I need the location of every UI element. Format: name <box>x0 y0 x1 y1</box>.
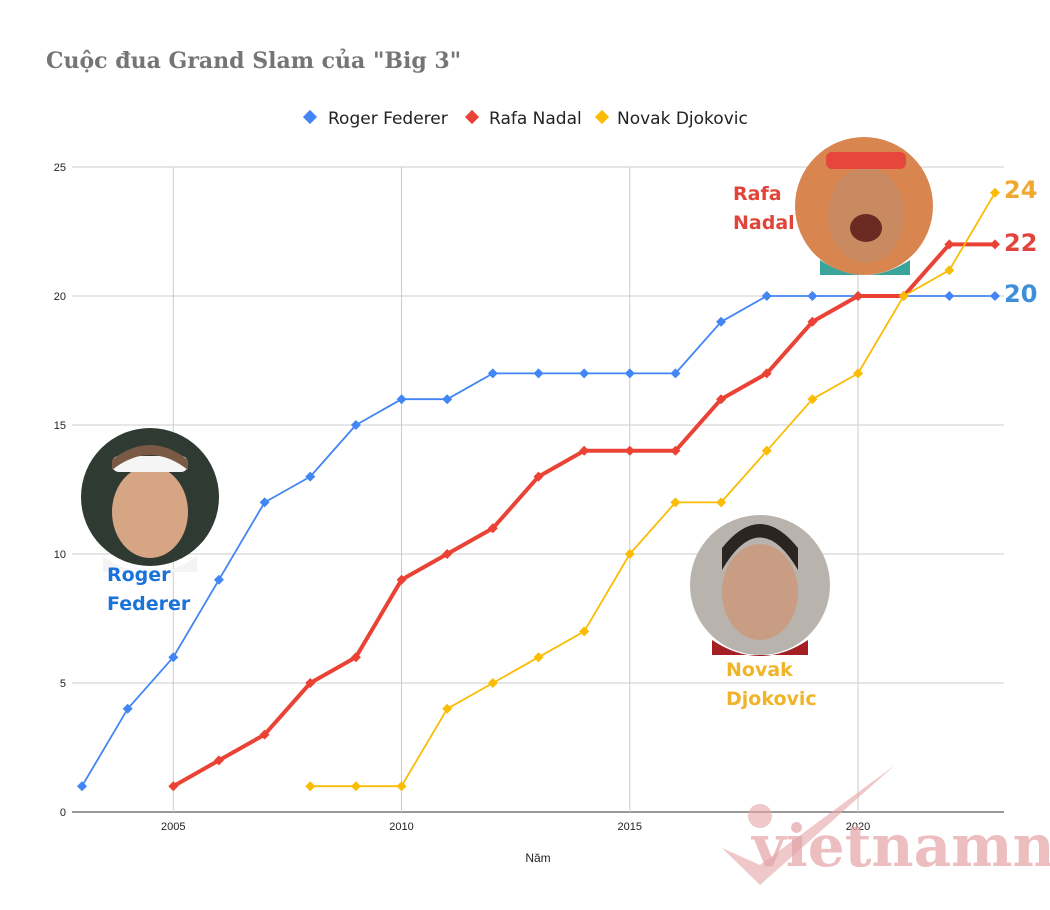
point-rafa-nadal-2019 <box>807 316 818 327</box>
y-tick-label-15: 15 <box>54 420 66 432</box>
point-roger-federer-2010 <box>396 394 407 405</box>
federer-name-line2: Federer <box>107 593 191 615</box>
watermark-logo: vietnamnet <box>722 765 1050 885</box>
x-tick-label-2010: 2010 <box>389 821 413 833</box>
end-label-federer: 20 <box>1004 280 1037 308</box>
point-rafa-nadal-2017 <box>716 394 727 405</box>
point-rafa-nadal-2013 <box>533 471 544 482</box>
point-roger-federer-2004 <box>122 703 133 714</box>
point-roger-federer-2003 <box>77 781 87 792</box>
legend-label-djokovic: Novak Djokovic <box>617 109 748 129</box>
y-tick-label-25: 25 <box>54 162 66 174</box>
point-novak-djokovic-2019 <box>807 394 818 405</box>
point-roger-federer-2015 <box>624 368 635 379</box>
point-roger-federer-2012 <box>487 368 498 379</box>
point-novak-djokovic-2009 <box>350 781 361 792</box>
series <box>77 187 1000 792</box>
watermark-dot <box>748 804 772 828</box>
point-roger-federer-2016 <box>670 368 681 379</box>
djokovic-name-line2: Djokovic <box>726 688 817 710</box>
point-rafa-nadal-2006 <box>213 755 224 766</box>
y-tick-label-5: 5 <box>60 678 66 690</box>
grid <box>72 166 1004 813</box>
point-rafa-nadal-2005 <box>168 781 179 792</box>
legend-label-federer: Roger Federer <box>328 109 448 129</box>
point-rafa-nadal-2011 <box>442 549 453 559</box>
legend-label-nadal: Rafa Nadal <box>489 109 582 129</box>
point-roger-federer-2011 <box>442 394 453 405</box>
point-roger-federer-2022 <box>944 291 955 301</box>
point-rafa-nadal-2010 <box>396 574 407 585</box>
watermark-text: vietnamnet <box>750 812 1050 880</box>
end-label-nadal: 22 <box>1004 229 1037 257</box>
nadal-name-line2: Nadal <box>733 212 795 234</box>
point-novak-djokovic-2016 <box>670 497 681 508</box>
point-rafa-nadal-2008 <box>305 678 316 688</box>
point-rafa-nadal-2016 <box>670 445 681 456</box>
x-axis-title: Năm <box>525 851 550 865</box>
nadal-portrait <box>795 137 933 275</box>
point-roger-federer-2019 <box>807 291 818 301</box>
point-novak-djokovic-2011 <box>442 703 453 714</box>
point-roger-federer-2023 <box>990 291 1000 301</box>
point-rafa-nadal-2018 <box>761 368 772 379</box>
point-rafa-nadal-2023 <box>990 239 1000 250</box>
federer-name-line1: Roger <box>107 564 171 586</box>
point-roger-federer-2014 <box>579 368 590 379</box>
djokovic-name-line1: Novak <box>726 659 793 681</box>
legend-marker-djokovic <box>594 109 610 125</box>
legend-marker-federer <box>302 109 318 125</box>
x-tick-label-2015: 2015 <box>618 821 642 833</box>
point-roger-federer-2008 <box>305 471 316 482</box>
axis-ticks: 0 5 10 15 20 25 2005 2010 2015 2020 <box>54 162 871 833</box>
y-tick-label-20: 20 <box>54 291 66 303</box>
point-novak-djokovic-2018 <box>761 445 772 456</box>
point-rafa-nadal-2007 <box>259 729 270 740</box>
point-rafa-nadal-2009 <box>350 652 361 663</box>
point-rafa-nadal-2020 <box>853 291 864 301</box>
x-tick-label-2005: 2005 <box>161 821 185 833</box>
point-novak-djokovic-2008 <box>305 781 316 792</box>
point-novak-djokovic-2022 <box>944 265 955 276</box>
point-rafa-nadal-2015 <box>624 445 635 456</box>
point-roger-federer-2017 <box>716 316 727 327</box>
point-roger-federer-2009 <box>350 420 361 430</box>
point-novak-djokovic-2021 <box>898 291 909 301</box>
y-tick-label-10: 10 <box>54 549 66 561</box>
point-roger-federer-2006 <box>213 574 224 585</box>
point-rafa-nadal-2014 <box>579 445 590 456</box>
nadal-name-line1: Rafa <box>733 183 782 205</box>
point-novak-djokovic-2015 <box>624 549 635 559</box>
point-roger-federer-2013 <box>533 368 544 379</box>
point-roger-federer-2007 <box>259 497 270 508</box>
point-roger-federer-2018 <box>761 291 772 301</box>
x-tick-label-2020: 2020 <box>846 821 870 833</box>
chart-title: Cuộc đua Grand Slam của "Big 3" <box>46 48 461 74</box>
point-novak-djokovic-2014 <box>579 626 590 637</box>
point-novak-djokovic-2013 <box>533 652 544 663</box>
point-novak-djokovic-2012 <box>487 678 498 688</box>
y-tick-label-0: 0 <box>60 807 66 819</box>
point-rafa-nadal-2022 <box>944 239 955 250</box>
end-label-djokovic: 24 <box>1004 176 1037 204</box>
point-novak-djokovic-2010 <box>396 781 407 792</box>
legend-marker-nadal <box>464 109 480 125</box>
point-novak-djokovic-2020 <box>853 368 864 379</box>
djokovic-portrait <box>690 515 830 656</box>
legend: Roger Federer Rafa Nadal Novak Djokovic <box>302 109 748 129</box>
series-line-novak-djokovic <box>310 192 996 788</box>
point-novak-djokovic-2017 <box>716 497 727 508</box>
series-line-rafa-nadal <box>172 242 995 788</box>
federer-portrait <box>81 428 219 573</box>
point-roger-federer-2005 <box>168 652 179 663</box>
point-rafa-nadal-2012 <box>487 523 498 534</box>
point-novak-djokovic-2023 <box>990 187 1000 198</box>
